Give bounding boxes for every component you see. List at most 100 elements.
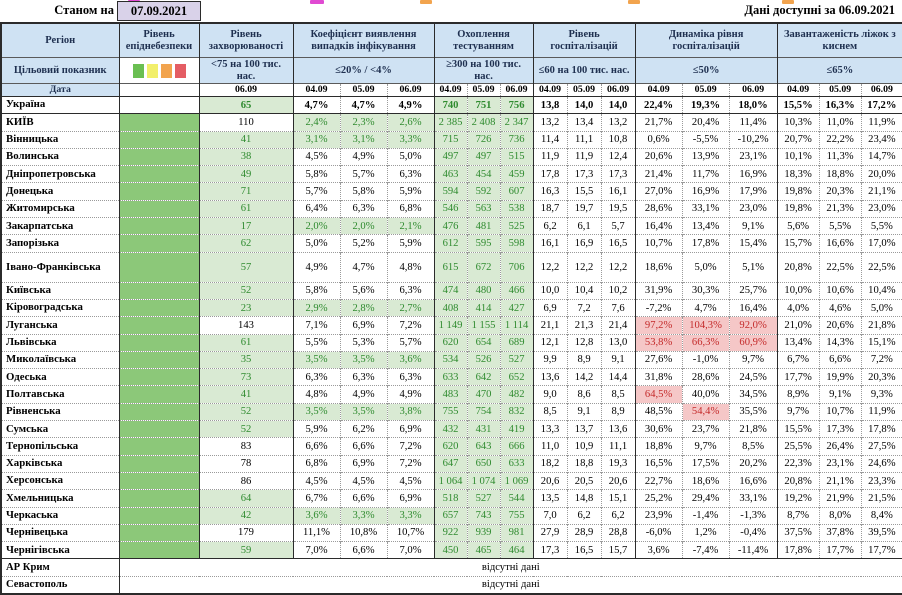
test-cell: 756 xyxy=(499,95,534,115)
no-data-row: АР Крим відсутні дані xyxy=(1,558,902,577)
as-of-date-box: 07.09.2021 xyxy=(117,1,201,21)
coef-cell: 4,9% xyxy=(386,385,435,404)
epid-level-cell xyxy=(118,523,199,542)
test-cell: 755 xyxy=(433,402,468,421)
dyn-cell: 11,4% xyxy=(728,113,778,132)
region-name: КИЇВ xyxy=(1,113,119,132)
date-hosp-06.09: 06.09 xyxy=(600,83,636,97)
load-cell: 15,1% xyxy=(860,333,902,352)
test-cell: 2 347 xyxy=(499,113,534,132)
dyn-cell: 1,2% xyxy=(681,523,730,542)
region-name: Чернігівська xyxy=(1,541,119,559)
dyn-cell: 18,6% xyxy=(634,251,683,283)
date-load-04.09: 04.09 xyxy=(776,83,820,97)
coef-cell: 5,0% xyxy=(292,234,340,253)
load-cell: 14,7% xyxy=(860,147,902,166)
coef-cell: 4,5% xyxy=(292,147,340,166)
coef-cell: 4,9% xyxy=(292,251,340,283)
load-cell: 9,3% xyxy=(860,385,902,404)
coef-cell: 5,9% xyxy=(386,234,435,253)
date-row-label: Дата xyxy=(0,83,119,97)
coef-cell: 3,5% xyxy=(292,402,340,421)
test-cell: 476 xyxy=(433,217,468,235)
inc-cell: 35 xyxy=(198,350,293,369)
test-cell: 736 xyxy=(499,130,534,149)
region-name: Харківська xyxy=(1,454,119,473)
epid-level-cell xyxy=(118,298,199,317)
region-name: Кіровоградська xyxy=(1,298,119,317)
dyn-cell: 23,1% xyxy=(728,147,778,166)
hosp-cell: 18,2 xyxy=(532,454,568,473)
inc-cell: 17 xyxy=(198,217,293,235)
inc-cell: 61 xyxy=(198,333,293,352)
load-cell: 37,5% xyxy=(776,523,820,542)
load-cell: 5,0% xyxy=(860,298,902,317)
as-of-label: Станом на xyxy=(54,3,114,17)
dyn-cell: 16,4% xyxy=(728,298,778,317)
date-load-05.09: 05.09 xyxy=(818,83,862,97)
test-cell: 595 xyxy=(466,234,501,253)
test-cell: 518 xyxy=(433,489,468,508)
test-cell: 546 xyxy=(433,199,468,218)
hosp-cell: 17,3 xyxy=(532,541,568,559)
load-cell: 10,4% xyxy=(860,281,902,300)
coef-cell: 4,5% xyxy=(292,471,340,490)
epid-level-cell xyxy=(118,368,199,386)
load-cell: 16,6% xyxy=(818,234,862,253)
load-cell: 8,4% xyxy=(860,506,902,525)
table-row: Хмельницька 64 6,7% 6,6% 6,9% 518 527 544 13,5 14… xyxy=(1,489,902,508)
coef-cell: 4,5% xyxy=(339,471,387,490)
test-cell: 594 xyxy=(433,182,468,201)
hosp-cell: 16,3 xyxy=(532,182,568,201)
table-row: Кіровоградська 23 2,9% 2,8% 2,7% 408 414 427 6,9… xyxy=(1,298,902,317)
hosp-cell: 13,4 xyxy=(566,113,602,132)
load-cell: 17,0% xyxy=(860,234,902,253)
region-name: АР Крим xyxy=(1,558,119,577)
table-row: Чернігівська 59 7,0% 6,6% 7,0% 450 465 464 17,3 1… xyxy=(1,541,902,559)
load-cell: 6,6% xyxy=(818,350,862,369)
risk-swatch-orange xyxy=(160,63,172,78)
test-cell: 427 xyxy=(499,298,534,317)
table-row: Харківська 78 6,8% 6,9% 7,2% 647 650 633 18,2 18,… xyxy=(1,454,902,473)
load-cell: 16,3% xyxy=(818,95,862,115)
test-cell: 482 xyxy=(499,385,534,404)
table-row: КИЇВ 110 2,4% 2,3% 2,6% 2 385 2 408 2 347 13,2 13… xyxy=(1,113,902,132)
cropped-title-fragment xyxy=(420,0,432,4)
test-cell: 527 xyxy=(499,350,534,369)
hosp-cell: 9,1 xyxy=(566,402,602,421)
dyn-cell: 17,9% xyxy=(728,182,778,201)
column-group-load: Завантаженість ліжок з киснем xyxy=(776,22,902,58)
coef-cell: 2,0% xyxy=(292,217,340,235)
coef-cell: 5,8% xyxy=(292,281,340,300)
date-test-05.09: 05.09 xyxy=(466,83,501,97)
test-cell: 481 xyxy=(466,217,501,235)
test-cell: 414 xyxy=(466,298,501,317)
epid-level-cell xyxy=(118,350,199,369)
table-row: Сумська 52 5,9% 6,2% 6,9% 432 431 419 13,3 13,7 13… xyxy=(1,420,902,438)
coef-cell: 5,0% xyxy=(386,147,435,166)
date-hosp-04.09: 04.09 xyxy=(532,83,568,97)
epid-level-cell xyxy=(118,95,199,115)
region-name: Закарпатська xyxy=(1,217,119,235)
date-hosp-05.09: 05.09 xyxy=(566,83,602,97)
date-dyn-06.09: 06.09 xyxy=(728,83,778,97)
test-cell: 1 074 xyxy=(466,471,501,490)
region-name: Севастополь xyxy=(1,575,119,595)
column-group-dyn: Динаміка рівня госпіталізацій xyxy=(634,22,778,58)
epid-level-cell xyxy=(118,402,199,421)
load-cell: 10,6% xyxy=(818,281,862,300)
load-cell: 15,5% xyxy=(776,420,820,438)
coef-cell: 4,9% xyxy=(339,385,387,404)
dyn-cell: -1,0% xyxy=(681,350,730,369)
load-cell: 23,1% xyxy=(818,454,862,473)
target-row-label: Цільовий показник xyxy=(0,57,119,84)
table-row: Київська 52 5,8% 5,6% 6,3% 474 480 466 10,0 10,4 1… xyxy=(1,281,902,300)
table-row: Івано-Франківська 57 4,9% 4,7% 4,8% 615 672 706… xyxy=(1,251,902,283)
region-name: Україна xyxy=(1,95,119,115)
test-cell: 715 xyxy=(433,130,468,149)
dyn-cell: 13,4% xyxy=(681,217,730,235)
test-cell: 515 xyxy=(499,147,534,166)
hosp-cell: 18,7 xyxy=(532,199,568,218)
load-cell: 19,8% xyxy=(776,199,820,218)
coef-cell: 6,3% xyxy=(386,281,435,300)
